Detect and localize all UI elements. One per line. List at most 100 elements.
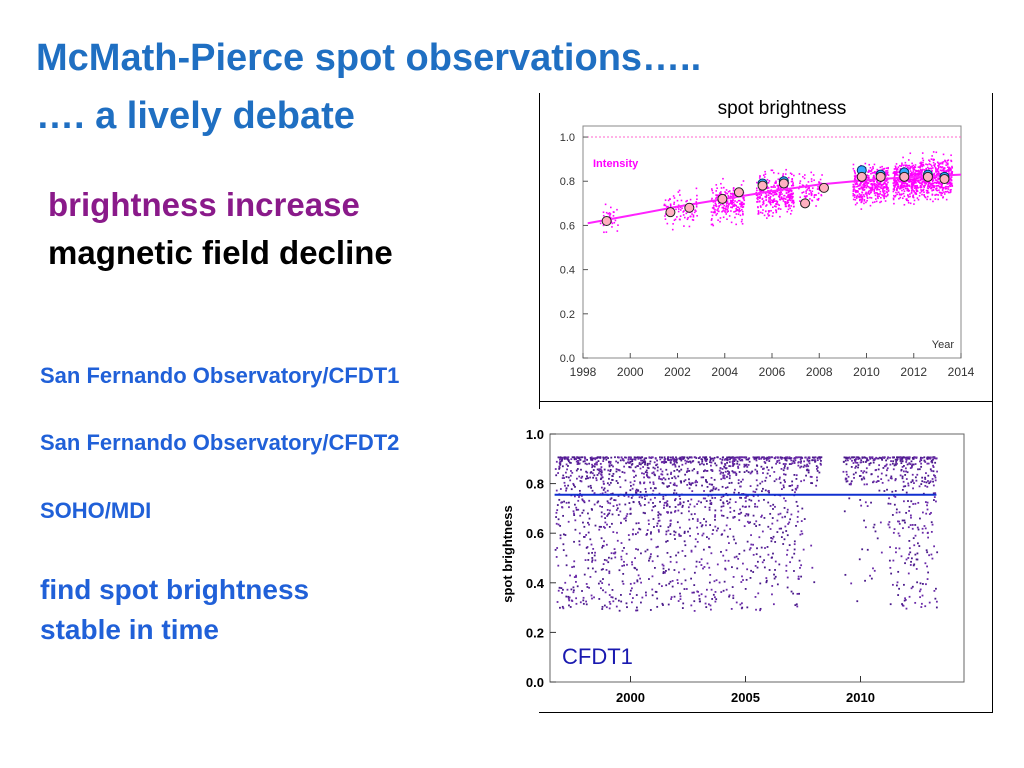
chart1-data-point: [942, 168, 945, 170]
chart2-data-point: [776, 519, 779, 522]
chart2-data-point: [744, 514, 747, 517]
chart2-data-point: [651, 588, 654, 591]
chart1-data-point: [772, 194, 774, 197]
chart2-data-point: [914, 601, 917, 604]
chart2-data-point: [629, 466, 632, 469]
chart2-data-point: [790, 590, 793, 593]
chart1-data-point: [926, 195, 929, 198]
chart2-data-point: [741, 505, 744, 508]
chart2-data-point: [646, 471, 649, 474]
chart1-mean-marker: [757, 180, 768, 191]
chart2-data-point: [784, 499, 787, 502]
chart2-data-point: [732, 516, 735, 519]
chart2-data-point: [911, 479, 914, 482]
chart1-data-point: [932, 158, 935, 161]
chart2-data-point: [720, 591, 723, 593]
chart1-data-point: [907, 159, 910, 161]
chart2-data-point: [684, 462, 687, 465]
chart2-data-point: [702, 548, 705, 551]
chart2-data-point: [635, 522, 638, 525]
chart1-data-point: [725, 202, 728, 205]
chart2-data-point: [712, 486, 715, 488]
chart2-data-point: [907, 500, 909, 502]
chart2-data-point: [710, 464, 712, 467]
chart1-data-point: [921, 157, 924, 160]
chart2-data-point: [697, 461, 700, 464]
chart2-data-point: [622, 459, 624, 461]
chart2-data-point: [792, 592, 795, 595]
chart2-data-point: [758, 456, 760, 459]
chart1-data-point: [914, 172, 916, 174]
chart2-data-point: [702, 532, 705, 535]
chart2-data-point: [596, 461, 598, 464]
chart2-data-point: [720, 550, 722, 553]
chart2-data-point: [793, 543, 796, 546]
chart2-data-point: [618, 469, 621, 472]
chart2-data-point: [788, 485, 791, 487]
chart2-data-point: [575, 458, 578, 461]
chart2-data-point: [744, 500, 747, 503]
chart2-data-point: [748, 548, 751, 551]
chart2-data-point: [927, 462, 930, 465]
chart2-data-point: [726, 500, 728, 503]
chart1-data-point: [608, 212, 611, 214]
chart1-data-point: [868, 187, 871, 189]
chart2-data-point: [799, 461, 802, 464]
chart2-data-point: [571, 456, 574, 459]
chart1-data-point: [821, 174, 823, 176]
chart2-data-point: [573, 512, 575, 515]
chart2-data-point: [690, 549, 693, 552]
chart2-data-point: [913, 544, 916, 547]
chart2-data-point: [887, 523, 890, 526]
chart2-data-point: [921, 531, 924, 534]
chart1-data-point: [951, 165, 953, 168]
chart2-data-point: [921, 594, 924, 597]
chart2-data-point: [732, 471, 735, 473]
chart1-data-point: [772, 201, 774, 204]
chart1-data-point: [783, 197, 785, 200]
chart1-data-point: [903, 203, 906, 206]
chart2-data-point: [677, 503, 680, 506]
chart1-data-point: [938, 189, 940, 192]
chart1-data-point: [776, 201, 778, 204]
chart2-data-point: [646, 475, 649, 478]
chart2-data-point: [797, 575, 800, 578]
chart2-data-point: [932, 458, 934, 461]
chart2-data-point: [910, 460, 913, 463]
chart1-data-point: [921, 178, 924, 181]
chart2-data-point: [786, 576, 789, 579]
chart2-data-point: [679, 526, 681, 529]
chart1-data-point: [913, 203, 915, 205]
chart1-data-point: [935, 171, 937, 173]
chart2-data-point: [792, 460, 795, 462]
chart2-data-point: [586, 475, 588, 478]
chart2-data-point: [778, 478, 781, 480]
chart1-data-point: [719, 193, 721, 195]
chart2-data-point: [575, 469, 578, 472]
chart1-data-point: [792, 202, 795, 205]
chart2-data-point: [710, 502, 713, 504]
chart2-data-point: [565, 476, 568, 478]
chart1-data-point: [937, 172, 940, 174]
chart1-data-point: [882, 190, 884, 193]
chart2-data-point: [934, 597, 937, 600]
chart1-data-point: [931, 167, 934, 169]
chart2-data-point: [648, 559, 650, 562]
chart2-data-point: [720, 462, 723, 465]
chart1-data-point: [910, 180, 913, 183]
chart1-data-point: [903, 182, 906, 185]
chart2-data-point: [912, 458, 914, 460]
chart1-data-point: [870, 186, 872, 189]
chart2-data-point: [916, 581, 919, 584]
chart2-data-point: [631, 458, 634, 461]
chart1-data-point: [712, 224, 715, 227]
chart2-data-point: [767, 525, 770, 528]
chart2-data-point: [593, 492, 596, 495]
chart2-data-point: [743, 465, 746, 468]
chart1-data-point: [892, 172, 895, 174]
chart1-data-point: [730, 221, 733, 224]
chart1-data-point: [896, 178, 899, 181]
chart2-data-point: [571, 471, 574, 474]
chart2-data-point: [658, 477, 660, 480]
chart1-data-point: [875, 183, 878, 186]
